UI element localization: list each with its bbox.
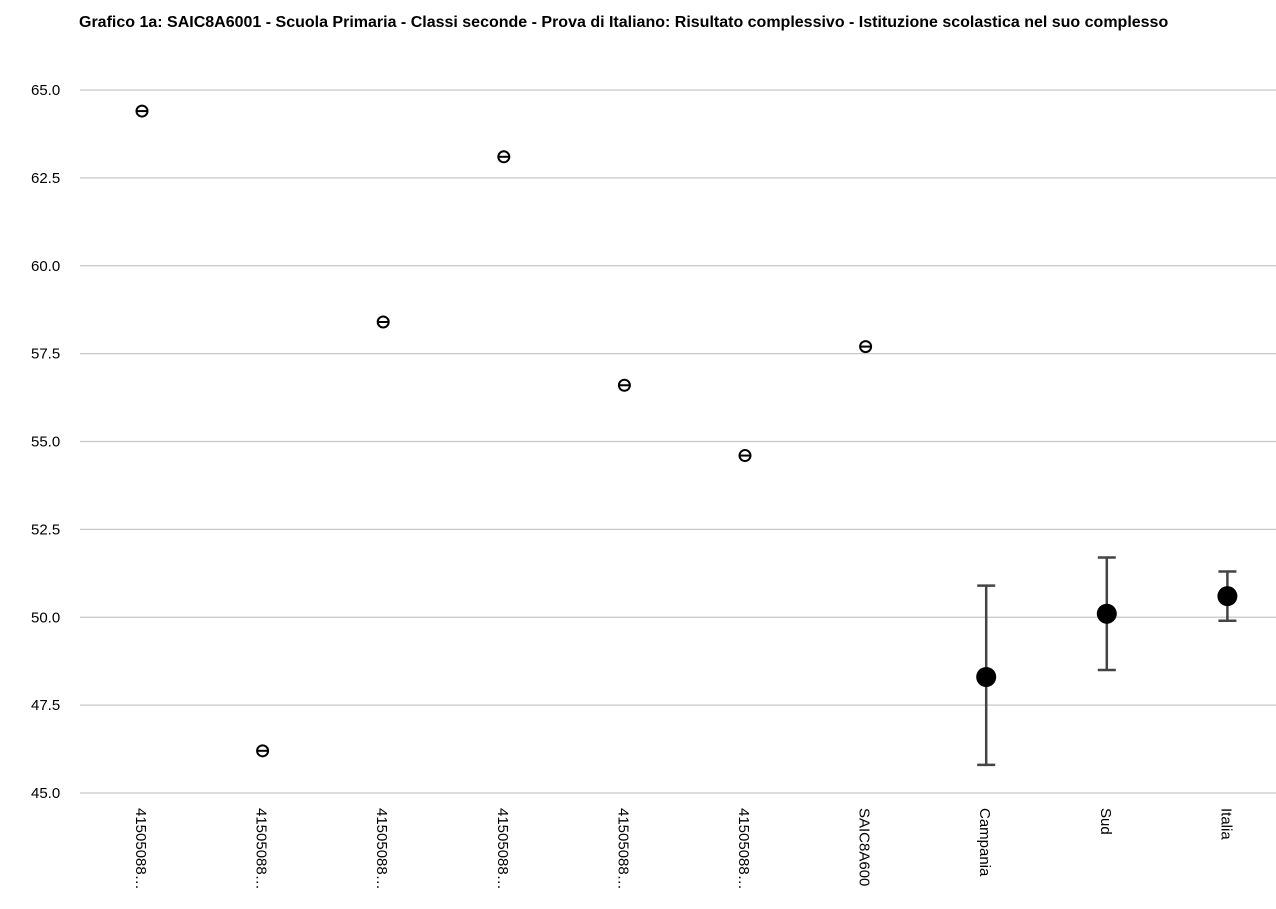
data-point [497, 150, 511, 164]
error-bars [977, 556, 1237, 767]
data-point [135, 104, 149, 118]
y-axis-ticks: 65.0 62.5 60.0 57.5 55.0 52.5 50.0 47.5 45.0 [31, 82, 60, 802]
x-tick-label: 41505088… [494, 808, 511, 890]
y-tick-label: 50.0 [31, 609, 60, 626]
chart-title: Grafico 1a: SAIC8A6001 - Scuola Primaria… [79, 14, 1169, 31]
data-point [1096, 603, 1117, 624]
data-points [135, 104, 1238, 758]
x-tick-label: 41505088… [132, 808, 149, 890]
x-tick-label: 41505088… [253, 808, 270, 890]
y-tick-label: 47.5 [31, 697, 60, 714]
y-tick-label: 55.0 [31, 434, 60, 451]
data-point [1217, 586, 1238, 607]
data-point [617, 378, 631, 392]
y-tick-label: 57.5 [31, 346, 60, 363]
data-point [256, 744, 270, 758]
data-point [976, 667, 997, 688]
data-point [859, 340, 873, 354]
x-tick-label: Campania [976, 808, 993, 877]
y-tick-label: 52.5 [31, 521, 60, 538]
x-axis-labels: 41505088… 41505088… 41505088… 41505088… 4150… [132, 808, 1234, 890]
x-tick-label: 41505088… [735, 808, 752, 890]
y-tick-label: 62.5 [31, 170, 60, 187]
x-tick-label: Italia [1217, 808, 1234, 840]
data-point [376, 315, 390, 329]
y-tick-label: 45.0 [31, 785, 60, 802]
x-tick-label: SAIC8A600 [856, 808, 873, 886]
x-tick-label: 41505088… [373, 808, 390, 890]
gridlines [80, 89, 1276, 794]
y-tick-label: 60.0 [31, 258, 60, 275]
x-tick-label: 41505088… [614, 808, 631, 890]
y-tick-label: 65.0 [31, 82, 60, 99]
x-tick-label: Sud [1097, 808, 1114, 835]
data-point [738, 449, 752, 463]
